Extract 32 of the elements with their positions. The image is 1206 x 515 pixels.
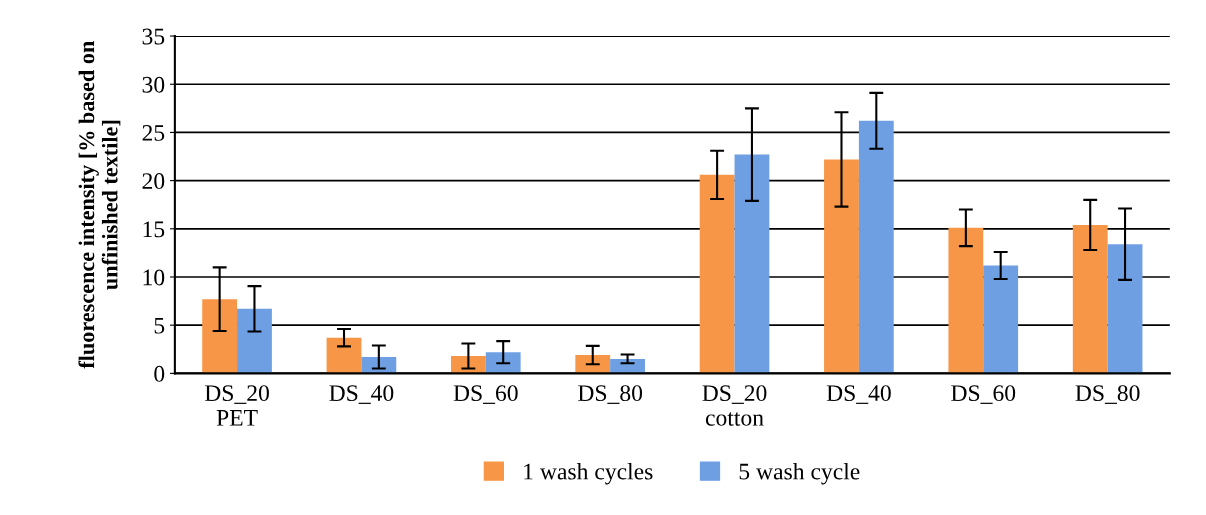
bar xyxy=(824,159,859,374)
bar xyxy=(1072,224,1108,374)
x-tick-label: DS_20 PET xyxy=(204,385,269,426)
y-tick-label: 30 xyxy=(142,76,165,93)
bar xyxy=(485,352,521,374)
bar xyxy=(1107,244,1143,374)
y-axis-title: fluorescence intensity [% based on unfinished textile] xyxy=(78,41,121,369)
y-tick-label: 0 xyxy=(154,365,165,382)
y-tick-label: 20 xyxy=(142,173,165,190)
y-tick-label: 15 xyxy=(143,221,165,238)
x-tick-label: DS_60 xyxy=(951,385,1016,404)
bar xyxy=(237,308,272,374)
x-tick-label: DS_40 xyxy=(329,385,394,404)
legend-label: 1 wash cycles xyxy=(524,462,653,485)
legend-label: 5 wash cycle xyxy=(739,462,860,485)
x-tick-label: DS_80 xyxy=(1075,385,1140,404)
bar xyxy=(699,174,735,374)
bar xyxy=(326,337,362,374)
bar xyxy=(575,355,611,374)
x-tick-label: DS_80 xyxy=(578,385,643,404)
x-tick-label: DS_60 xyxy=(453,385,518,404)
bar xyxy=(734,154,770,374)
bar xyxy=(858,120,894,374)
y-tick-label: 35 xyxy=(142,28,165,45)
x-tick-label: DS_40 xyxy=(826,385,891,404)
bar xyxy=(948,227,984,374)
y-tick-label: 5 xyxy=(154,317,165,334)
x-tick-label: DS_20 cotton xyxy=(702,385,767,426)
y-tick-label: 25 xyxy=(142,124,165,141)
bar xyxy=(983,265,1019,374)
bar xyxy=(202,299,238,374)
y-tick-label: 10 xyxy=(143,269,165,286)
